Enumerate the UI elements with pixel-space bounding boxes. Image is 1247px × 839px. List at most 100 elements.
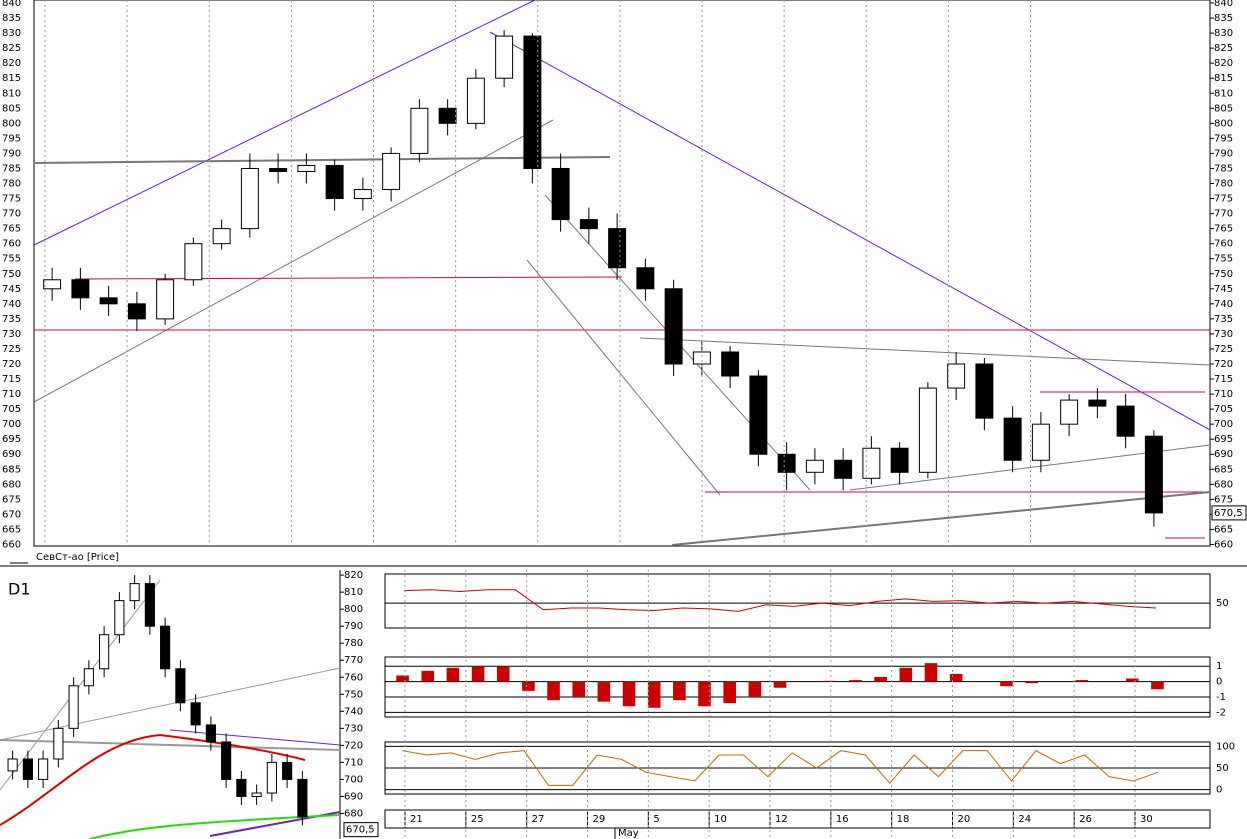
candle-body <box>269 167 288 172</box>
y-tick-label: 705 <box>2 404 21 415</box>
candle-body <box>664 288 683 365</box>
y-tick-label: 780 <box>2 179 21 190</box>
trend-line <box>33 0 536 246</box>
candle-body <box>1116 405 1135 437</box>
y-tick-label: 695 <box>2 434 21 445</box>
candle-body <box>236 778 247 797</box>
y-tick-label: 835 <box>2 13 21 24</box>
candle-body <box>83 668 94 687</box>
y-tick-label: 720 <box>2 359 21 370</box>
date-label: 10 <box>714 814 727 825</box>
y-tick-label: 805 <box>2 103 21 114</box>
y-tick-label: 740 <box>1214 299 1233 310</box>
candle-body <box>495 35 514 79</box>
y-tick-label: 820 <box>2 58 21 69</box>
y-tick-label: 795 <box>2 133 21 144</box>
date-label: 27 <box>532 814 545 825</box>
y-tick-label: 775 <box>1214 194 1233 205</box>
y-tick-label: 730 <box>2 329 21 340</box>
trend-line <box>33 119 554 403</box>
y-tick-label: 750 <box>2 269 21 280</box>
y-tick-label: 730 <box>344 723 363 734</box>
candle-body <box>38 758 49 780</box>
y-tick-label: 660 <box>2 539 21 550</box>
candle-body <box>205 724 216 743</box>
panel-title: D1 <box>8 580 31 599</box>
y-tick-label: 780 <box>344 638 363 649</box>
indicator-line <box>403 589 1157 612</box>
candle-body <box>7 758 18 772</box>
y-tick-label: 790 <box>2 148 21 159</box>
y-tick-label: 680 <box>344 808 363 819</box>
y-tick-label: -2 <box>1216 707 1226 718</box>
date-label: 24 <box>1018 814 1031 825</box>
y-tick-label: 755 <box>1214 254 1233 265</box>
y-tick-label: 695 <box>1214 434 1233 445</box>
candle-body <box>579 219 598 230</box>
date-label: 20 <box>958 814 971 825</box>
trend-line <box>671 491 1211 546</box>
y-tick-label: 740 <box>2 299 21 310</box>
y-tick-label: 670 <box>2 509 21 520</box>
y-tick-label: 50 <box>1216 598 1229 609</box>
candle-body <box>608 228 627 269</box>
y-tick-label: 790 <box>1214 148 1233 159</box>
y-tick-label: 785 <box>2 163 21 174</box>
candle-body <box>1031 423 1050 461</box>
candle-body <box>144 583 155 627</box>
y-tick-label: 840 <box>2 0 21 9</box>
y-tick-label: 665 <box>2 524 21 535</box>
candle-body <box>175 668 186 704</box>
y-tick-label: 830 <box>1214 28 1233 39</box>
y-tick-label: 0 <box>1216 785 1222 796</box>
y-tick-label: 805 <box>1214 103 1233 114</box>
candle-body <box>99 634 110 670</box>
level-line <box>74 276 623 280</box>
candle-body <box>127 303 146 320</box>
candle-body <box>947 363 966 389</box>
candle-body <box>890 447 909 473</box>
y-tick-label: 685 <box>2 464 21 475</box>
candle-body <box>240 167 259 230</box>
price-label-box <box>343 822 379 838</box>
panel-frame <box>384 656 1211 718</box>
date-label: 25 <box>471 814 484 825</box>
date-axis-frame <box>384 809 1211 829</box>
y-tick-label: 770 <box>1214 209 1233 220</box>
y-tick-label: 0 <box>1216 677 1222 688</box>
y-tick-label: 810 <box>1214 88 1233 99</box>
candle-body <box>282 761 293 780</box>
y-tick-label: 740 <box>344 706 363 717</box>
y-tick-label: 800 <box>1214 118 1233 129</box>
candle-body <box>325 164 344 200</box>
price-label: 670,5 <box>1214 508 1243 519</box>
y-tick-label: 720 <box>1214 359 1233 370</box>
y-tick-label: 1 <box>1216 661 1222 672</box>
y-tick-label: 800 <box>344 604 363 615</box>
y-tick-label: 685 <box>1214 464 1233 475</box>
candle-body <box>749 375 768 455</box>
candle-body <box>1088 399 1107 407</box>
candle-body <box>68 685 79 729</box>
candle-body <box>190 702 201 726</box>
trend-line <box>169 729 341 746</box>
y-tick-label: 765 <box>2 224 21 235</box>
y-tick-label: 665 <box>1214 524 1233 535</box>
y-tick-label: 715 <box>1214 374 1233 385</box>
y-tick-label: 770 <box>2 209 21 220</box>
candle-body <box>438 107 457 124</box>
candle-body <box>184 243 203 281</box>
candle-body <box>212 228 231 245</box>
y-tick-label: 710 <box>1214 389 1233 400</box>
y-tick-label: 715 <box>2 374 21 385</box>
candle-body <box>1060 399 1079 425</box>
y-tick-label: 675 <box>2 494 21 505</box>
y-tick-label: 820 <box>1214 58 1233 69</box>
price-label: 670,5 <box>346 825 375 836</box>
y-tick-label: 830 <box>2 28 21 39</box>
candle-body <box>353 189 372 200</box>
panel-frame <box>384 573 1211 629</box>
y-tick-label: 700 <box>2 419 21 430</box>
